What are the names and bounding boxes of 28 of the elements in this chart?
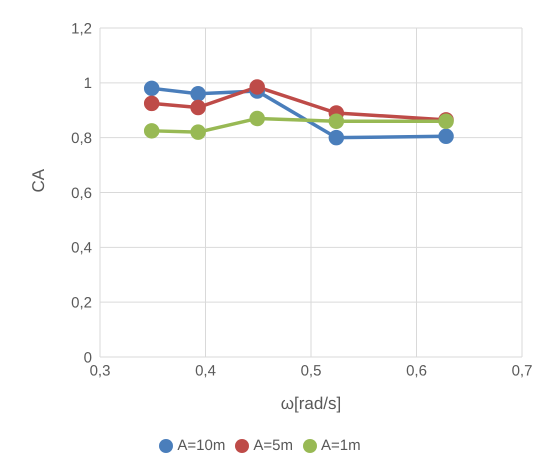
legend-label: A=5m <box>253 437 293 454</box>
y-tick-label: 0,4 <box>71 240 92 257</box>
y-tick-label: 0,6 <box>71 184 92 202</box>
y-axis-title: CA <box>29 168 48 192</box>
point <box>144 123 160 139</box>
x-tick-label: 0,4 <box>195 362 216 380</box>
y-tick-label: 1,2 <box>71 20 92 38</box>
point <box>190 100 206 116</box>
legend-label: A=10m <box>177 437 226 454</box>
point <box>249 110 265 126</box>
x-tick-label: 0,7 <box>512 362 532 380</box>
point <box>144 96 160 112</box>
x-tick-label: 0,5 <box>300 362 322 380</box>
point <box>190 124 206 140</box>
y-tick-label: 0,2 <box>71 294 92 312</box>
point <box>438 128 454 144</box>
y-tick-label: 0,8 <box>71 130 92 147</box>
point <box>249 79 265 95</box>
point <box>328 130 344 146</box>
x-tick-label: 0,6 <box>406 362 427 380</box>
legend-label: A=1m <box>320 437 361 454</box>
x-axis-title: ω[rad/s] <box>280 394 342 413</box>
y-tick-label: 1 <box>84 75 92 92</box>
point <box>328 113 344 129</box>
y-tick-label: 0 <box>84 349 92 366</box>
point <box>190 86 206 102</box>
point <box>144 80 160 96</box>
x-tick-label: 0,3 <box>90 362 110 380</box>
